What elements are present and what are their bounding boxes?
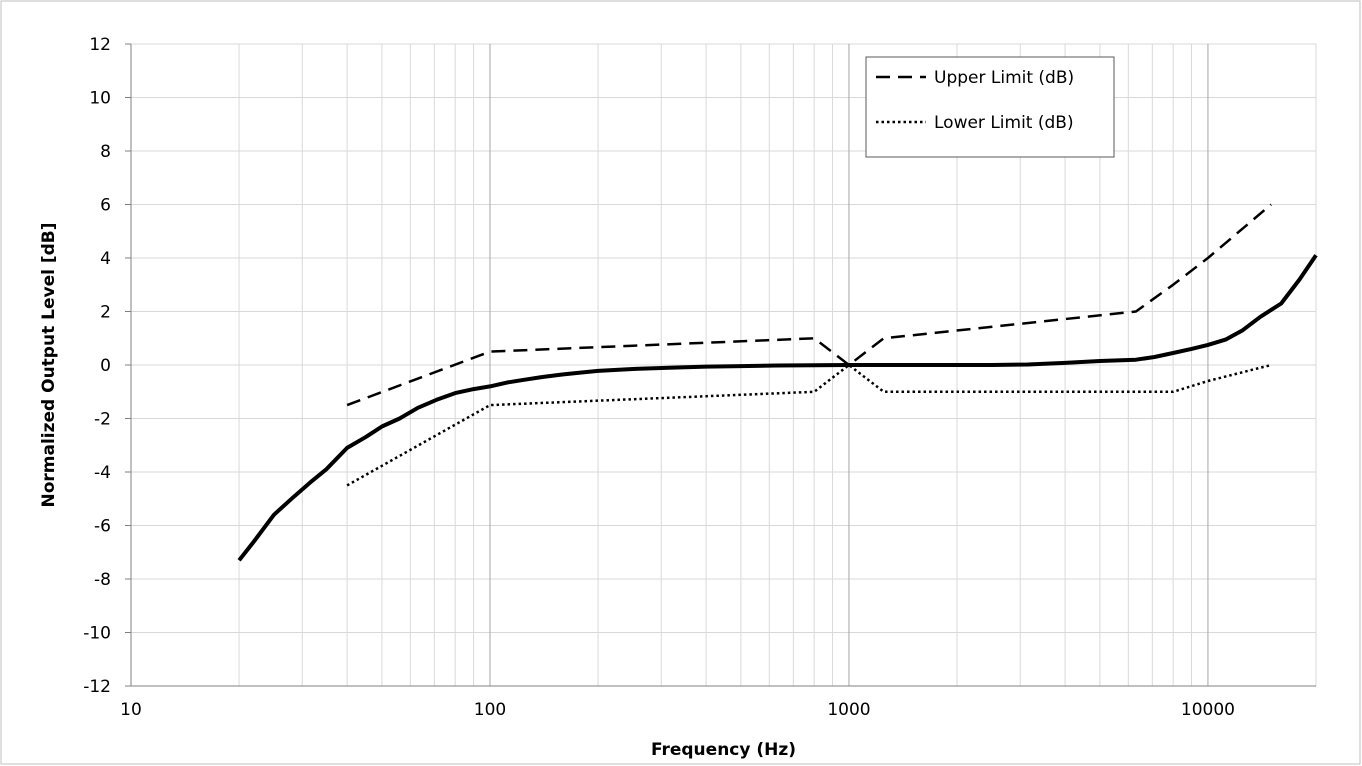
legend: Upper Limit (dB) Lower Limit (dB) [865, 56, 1115, 158]
series-line-solid [237, 254, 1318, 562]
y-tick-label: -4 [94, 463, 111, 483]
y-tick-label: 12 [89, 35, 111, 55]
y-tick-label: 2 [100, 303, 111, 323]
y-tick-label: 0 [100, 356, 111, 376]
legend-box [865, 56, 1115, 158]
y-tick-label: 10 [89, 89, 111, 109]
x-tick-label: 100 [474, 700, 506, 720]
legend-label: Upper Limit (dB) [934, 68, 1074, 88]
series-line-dashed [346, 203, 1272, 407]
y-tick-label: -10 [83, 624, 111, 644]
y-tick-label: 4 [100, 249, 111, 269]
y-tick-label: -2 [94, 410, 111, 430]
x-axis-title: Frequency (Hz) [651, 740, 796, 760]
x-tick-label: 1000 [827, 700, 870, 720]
series-group [237, 203, 1318, 562]
x-tick-label: 10 [120, 700, 142, 720]
legend-label: Lower Limit (dB) [934, 113, 1074, 133]
y-tick-label: -12 [83, 677, 111, 697]
y-tick-label: 8 [100, 142, 111, 162]
y-axis-title: Normalized Output Level [dB] [39, 222, 59, 507]
axes: 12 10 8 6 4 2 0 -2 -4 -6 -8 -10 -12 10 100 1000 10000 [83, 35, 1316, 720]
x-tick-label: 10000 [1181, 700, 1235, 720]
y-tick-label: -8 [94, 570, 111, 590]
y-tick-label: -6 [94, 517, 111, 537]
y-tick-label: 6 [100, 196, 111, 216]
